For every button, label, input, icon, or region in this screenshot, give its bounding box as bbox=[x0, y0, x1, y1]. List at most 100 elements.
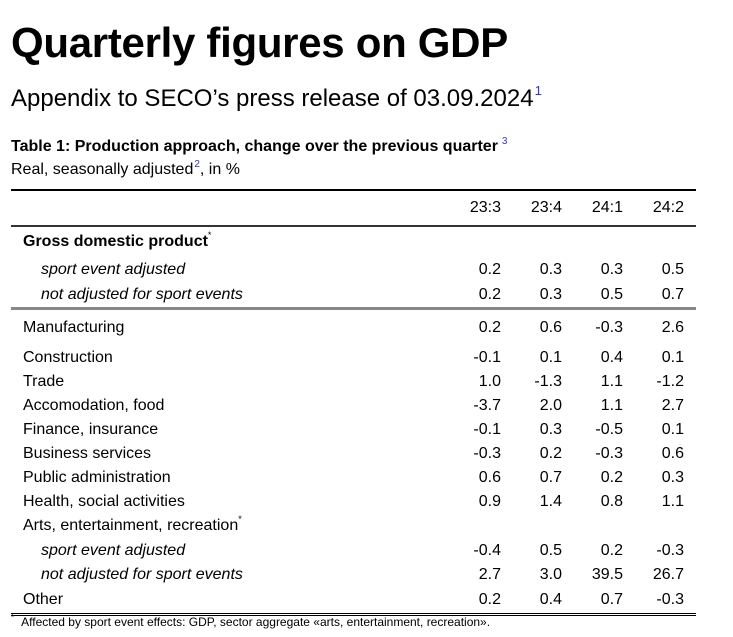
value-cell: 39.5 bbox=[591, 566, 623, 583]
value-cell: -0.5 bbox=[595, 421, 623, 438]
table-row: sport event adjusted 0.2 0.3 0.3 0.5 bbox=[11, 258, 696, 282]
value-cell: 1.1 bbox=[600, 397, 623, 414]
row-label: Accomodation, food bbox=[23, 397, 165, 414]
gdp-label: Gross domestic product* bbox=[11, 226, 440, 258]
value-cell: 0.2 bbox=[478, 319, 501, 336]
value-cell: 26.7 bbox=[652, 566, 684, 583]
table-footnote: * Affected by sport event effects: GDP, s… bbox=[11, 612, 490, 634]
empty-cell bbox=[440, 226, 501, 258]
value-cell: 0.1 bbox=[661, 421, 684, 438]
row-label: Trade bbox=[23, 373, 65, 390]
row-label: Finance, insurance bbox=[23, 421, 159, 438]
row-label: Construction bbox=[23, 349, 113, 366]
table-row: not adjusted for sport events 2.7 3.0 39… bbox=[11, 563, 696, 587]
asterisk-marker: * bbox=[207, 230, 212, 240]
empty-cell bbox=[440, 514, 501, 539]
empty-cell bbox=[501, 226, 562, 258]
value-cell: -0.1 bbox=[473, 421, 501, 438]
value-cell: -1.2 bbox=[656, 373, 684, 390]
value-cell: 1.0 bbox=[478, 373, 501, 390]
table-caption: Table 1: Production approach, change ove… bbox=[11, 136, 508, 159]
arts-label-text: Arts, entertainment, recreation bbox=[23, 517, 239, 534]
subtitle-text: Appendix to SECO’s press release of 03.0… bbox=[11, 85, 534, 112]
row-label: sport event adjusted bbox=[41, 261, 186, 278]
value-cell: -0.3 bbox=[656, 542, 684, 559]
value-cell: 0.3 bbox=[600, 261, 623, 278]
value-cell: 0.8 bbox=[600, 493, 623, 510]
row-label: not adjusted for sport events bbox=[11, 282, 440, 310]
arts-group-row: Arts, entertainment, recreation* bbox=[11, 514, 696, 539]
row-label: sport event adjusted bbox=[41, 542, 186, 559]
value-cell: 0.9 bbox=[478, 493, 501, 510]
value-cell: 0.5 bbox=[562, 282, 623, 310]
table-header-row: 23:3 23:4 24:1 24:2 bbox=[11, 189, 696, 227]
empty-cell bbox=[562, 226, 623, 258]
subcaption-unit: , in % bbox=[199, 161, 240, 178]
table-row: Accomodation, food -3.7 2.0 1.1 2.7 bbox=[11, 394, 696, 418]
empty-cell bbox=[623, 514, 696, 539]
value-cell: 2.7 bbox=[478, 566, 501, 583]
footnote-asterisk: * bbox=[11, 613, 15, 622]
value-cell: 0.1 bbox=[661, 349, 684, 366]
value-cell: 0.6 bbox=[478, 469, 501, 486]
table-row: Health, social activities 0.9 1.4 0.8 1.… bbox=[11, 490, 696, 514]
value-cell: 2.6 bbox=[661, 319, 684, 336]
value-cell: 0.6 bbox=[539, 319, 562, 336]
gdp-group-row: Gross domestic product* bbox=[11, 226, 696, 258]
row-label: Health, social activities bbox=[23, 493, 185, 510]
value-cell: 0.5 bbox=[539, 542, 562, 559]
table-row: Business services -0.3 0.2 -0.3 0.6 bbox=[11, 442, 696, 466]
row-label: Business services bbox=[23, 445, 152, 462]
value-cell: 0.6 bbox=[661, 445, 684, 462]
header-empty-cell bbox=[11, 189, 440, 227]
table-row: Construction -0.1 0.1 0.4 0.1 bbox=[11, 346, 696, 370]
arts-label: Arts, entertainment, recreation* bbox=[11, 514, 440, 539]
column-header: 23:4 bbox=[501, 189, 562, 227]
value-cell: -0.3 bbox=[623, 587, 696, 616]
table-row: Trade 1.0 -1.3 1.1 -1.2 bbox=[11, 370, 696, 394]
value-cell: -3.7 bbox=[473, 397, 501, 414]
value-cell: 0.3 bbox=[501, 282, 562, 310]
value-cell: -1.3 bbox=[534, 373, 562, 390]
row-label: Other bbox=[11, 587, 440, 616]
value-cell: -0.1 bbox=[473, 349, 501, 366]
table-row: sport event adjusted -0.4 0.5 0.2 -0.3 bbox=[11, 539, 696, 563]
empty-cell bbox=[562, 514, 623, 539]
footnote-ref-2[interactable]: 2 bbox=[194, 159, 200, 170]
gdp-table-container: 23:3 23:4 24:1 24:2 Gross domestic produ… bbox=[11, 189, 696, 616]
subcaption-text: Real, seasonally adjusted bbox=[11, 161, 194, 178]
gdp-label-text: Gross domestic product bbox=[23, 233, 208, 250]
value-cell: -0.3 bbox=[595, 319, 623, 336]
table-row: Public administration 0.6 0.7 0.2 0.3 bbox=[11, 466, 696, 490]
table-row: not adjusted for sport events 0.2 0.3 0.… bbox=[11, 282, 696, 310]
value-cell: 0.5 bbox=[661, 261, 684, 278]
table-row: Finance, insurance -0.1 0.3 -0.5 0.1 bbox=[11, 418, 696, 442]
value-cell: -0.4 bbox=[473, 542, 501, 559]
value-cell: 0.2 bbox=[539, 445, 562, 462]
value-cell: 1.4 bbox=[539, 493, 562, 510]
asterisk-marker: * bbox=[238, 514, 242, 524]
value-cell: -0.3 bbox=[595, 445, 623, 462]
column-header: 24:1 bbox=[562, 189, 623, 227]
footnote-ref-1[interactable]: 1 bbox=[534, 82, 542, 98]
table-row: Manufacturing 0.2 0.6 -0.3 2.6 bbox=[11, 309, 696, 347]
page-title: Quarterly figures on GDP bbox=[11, 19, 508, 66]
footnote-ref-3[interactable]: 3 bbox=[501, 136, 508, 147]
value-cell: 0.3 bbox=[661, 469, 684, 486]
value-cell: 0.7 bbox=[623, 282, 696, 310]
gdp-table: 23:3 23:4 24:1 24:2 Gross domestic produ… bbox=[11, 189, 696, 616]
column-header: 24:2 bbox=[623, 189, 696, 227]
value-cell: -0.3 bbox=[473, 445, 501, 462]
value-cell: 0.3 bbox=[539, 421, 562, 438]
value-cell: 2.7 bbox=[661, 397, 684, 414]
table-caption-text: Table 1: Production approach, change ove… bbox=[11, 138, 498, 155]
value-cell: 2.0 bbox=[539, 397, 562, 414]
value-cell: 0.4 bbox=[501, 587, 562, 616]
table-subcaption: Real, seasonally adjusted2, in % bbox=[11, 159, 240, 182]
table-row: Other 0.2 0.4 0.7 -0.3 bbox=[11, 587, 696, 616]
row-label: Manufacturing bbox=[23, 319, 125, 336]
value-cell: 0.3 bbox=[539, 261, 562, 278]
value-cell: 0.1 bbox=[539, 349, 562, 366]
footnote-text: Affected by sport event effects: GDP, se… bbox=[21, 615, 491, 629]
value-cell: 3.0 bbox=[539, 566, 562, 583]
